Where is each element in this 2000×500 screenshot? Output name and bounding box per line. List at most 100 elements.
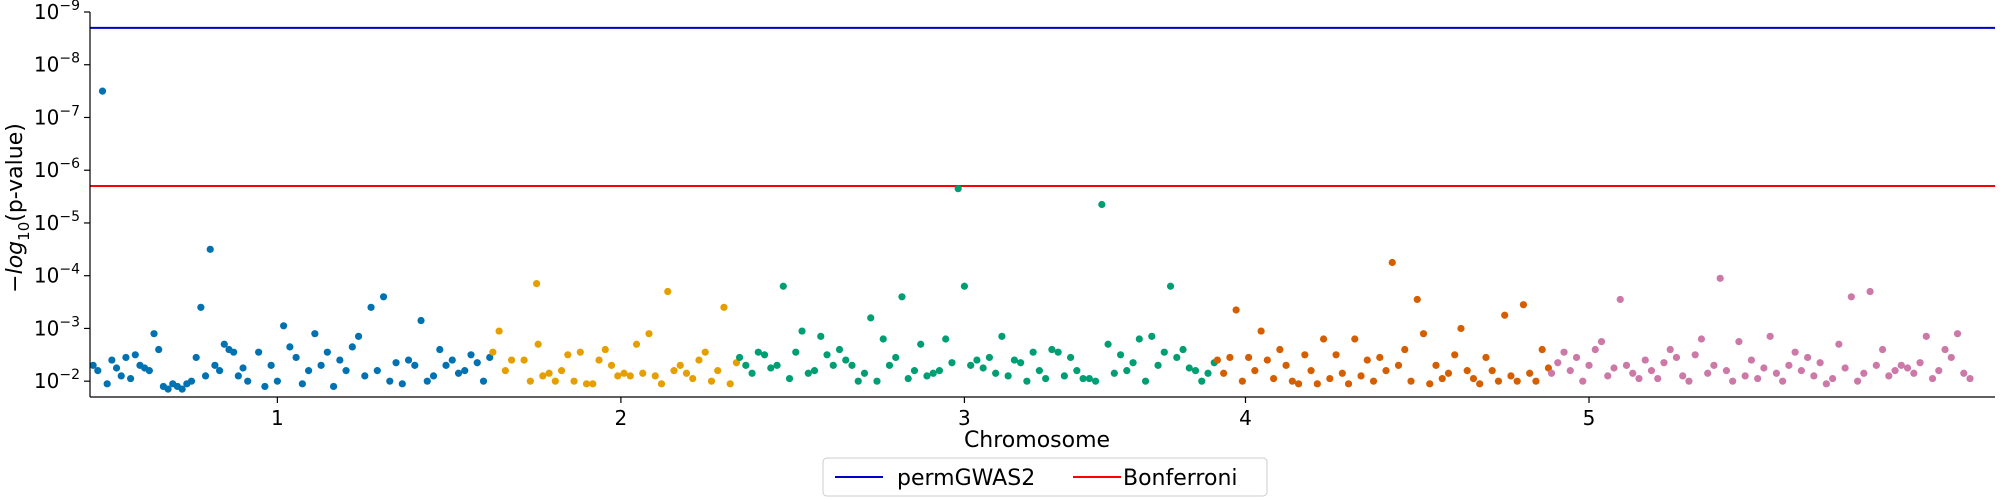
data-point-chr1: [298, 380, 306, 388]
data-point-chr5: [1729, 377, 1737, 385]
data-point-chr5: [1610, 364, 1618, 372]
data-point-chr1: [103, 380, 111, 388]
data-point-chr5: [1760, 364, 1768, 372]
data-point-chr5: [1741, 372, 1749, 380]
data-point-chr1: [255, 348, 263, 356]
data-point-chr4: [1257, 327, 1265, 335]
data-point-chr2: [651, 372, 659, 380]
data-point-chr5: [1960, 369, 1968, 377]
data-point-chr2: [664, 287, 672, 296]
data-point-chr1: [361, 372, 369, 380]
data-point-chr2: [589, 380, 597, 388]
y-tick-label: 10−8: [34, 51, 80, 77]
x-tick-label-chr2: 2: [615, 406, 628, 430]
data-point-chr2: [520, 356, 528, 364]
data-point-chr1: [467, 351, 475, 359]
data-point-chr5: [1872, 361, 1880, 369]
y-tick-label: 10−3: [34, 314, 80, 340]
svg-text:−log10(p-value): −log10(p-value): [3, 123, 33, 293]
data-point-chr5: [1928, 374, 1937, 383]
data-point-chr5: [1766, 332, 1774, 340]
data-point-chr2: [489, 348, 497, 356]
data-point-chr3: [960, 282, 969, 290]
data-point-chr5: [1897, 361, 1905, 369]
data-point-chr2: [701, 348, 709, 356]
data-point-chr1: [417, 316, 425, 325]
data-point-chr3: [1017, 359, 1025, 367]
legend-label-permgwas2: permGWAS2: [897, 466, 1035, 491]
data-point-chr2: [620, 369, 628, 377]
data-point-chr4: [1245, 353, 1253, 362]
data-point-chr3: [935, 367, 944, 375]
data-point-chr1: [373, 367, 381, 375]
data-point-chr3: [1110, 369, 1118, 377]
data-point-chr1: [126, 374, 135, 383]
data-point-chr3: [742, 361, 750, 369]
data-point-chr5: [1697, 335, 1706, 343]
data-point-chr1: [261, 382, 269, 391]
data-point-chr5: [1953, 330, 1962, 338]
data-point-chr5: [1616, 295, 1624, 304]
data-point-chr4: [1419, 330, 1428, 338]
data-point-chr5: [1841, 364, 1849, 372]
data-point-chr1: [239, 364, 247, 372]
data-point-chr2: [601, 345, 609, 354]
data-point-chr5: [1622, 361, 1631, 369]
data-point-chr2: [551, 377, 559, 385]
data-point-chr3: [967, 361, 975, 369]
data-point-chr3: [804, 369, 812, 377]
data-point-chr2: [707, 377, 716, 385]
data-point-chr3: [1042, 374, 1050, 383]
data-point-chr3: [898, 293, 906, 301]
data-point-chr4: [1476, 380, 1484, 388]
data-point-chr1: [479, 377, 488, 385]
data-point-chr4: [1213, 356, 1221, 364]
data-point-chr5: [1691, 351, 1699, 359]
data-point-chr2: [676, 361, 684, 369]
data-point-chr5: [1966, 374, 1974, 383]
data-point-chr3: [867, 314, 875, 322]
data-point-chr1: [98, 87, 107, 95]
data-point-chr5: [1554, 359, 1562, 367]
data-point-chr4: [1388, 258, 1396, 267]
data-point-chr3: [873, 377, 881, 385]
data-point-chr4: [1413, 295, 1421, 304]
data-point-chr4: [1220, 369, 1228, 377]
data-point-chr2: [682, 369, 691, 377]
data-point-chr2: [534, 340, 542, 348]
data-point-chr2: [576, 348, 584, 356]
data-point-chr2: [626, 372, 634, 380]
data-point-chr4: [1338, 369, 1346, 377]
data-point-chr1: [244, 377, 252, 385]
data-point-chr3: [792, 348, 800, 356]
data-point-chr5: [1791, 348, 1799, 356]
data-point-chr3: [810, 367, 819, 375]
data-point-chr2: [582, 380, 591, 388]
data-point-chr1: [392, 359, 400, 367]
y-tick-label: 10−6: [34, 156, 80, 182]
data-point-chr1: [201, 372, 210, 380]
data-point-chr1: [112, 364, 121, 372]
data-point-chr3: [998, 332, 1006, 340]
data-point-chr4: [1276, 345, 1284, 354]
data-point-chr4: [1351, 335, 1359, 343]
data-point-chr1: [354, 332, 363, 340]
data-point-chr4: [1532, 377, 1540, 385]
data-point-chr1: [436, 345, 444, 354]
data-point-chr5: [1860, 369, 1868, 377]
data-point-chr5: [1566, 367, 1574, 375]
data-point-chr4: [1426, 380, 1434, 388]
data-point-chr4: [1494, 377, 1503, 385]
data-point-chr5: [1772, 369, 1780, 377]
data-point-chr3: [954, 185, 962, 193]
data-point-chr1: [267, 361, 275, 369]
data-point-chr5: [1941, 345, 1949, 354]
data-point-chr4: [1319, 335, 1328, 343]
data-point-chr4: [1538, 345, 1546, 354]
data-point-chr2: [657, 380, 666, 388]
y-tick-label: 10−9: [34, 0, 80, 24]
data-point-chr4: [1332, 351, 1340, 359]
data-point-chr1: [187, 377, 196, 385]
data-point-chr4: [1313, 380, 1321, 388]
